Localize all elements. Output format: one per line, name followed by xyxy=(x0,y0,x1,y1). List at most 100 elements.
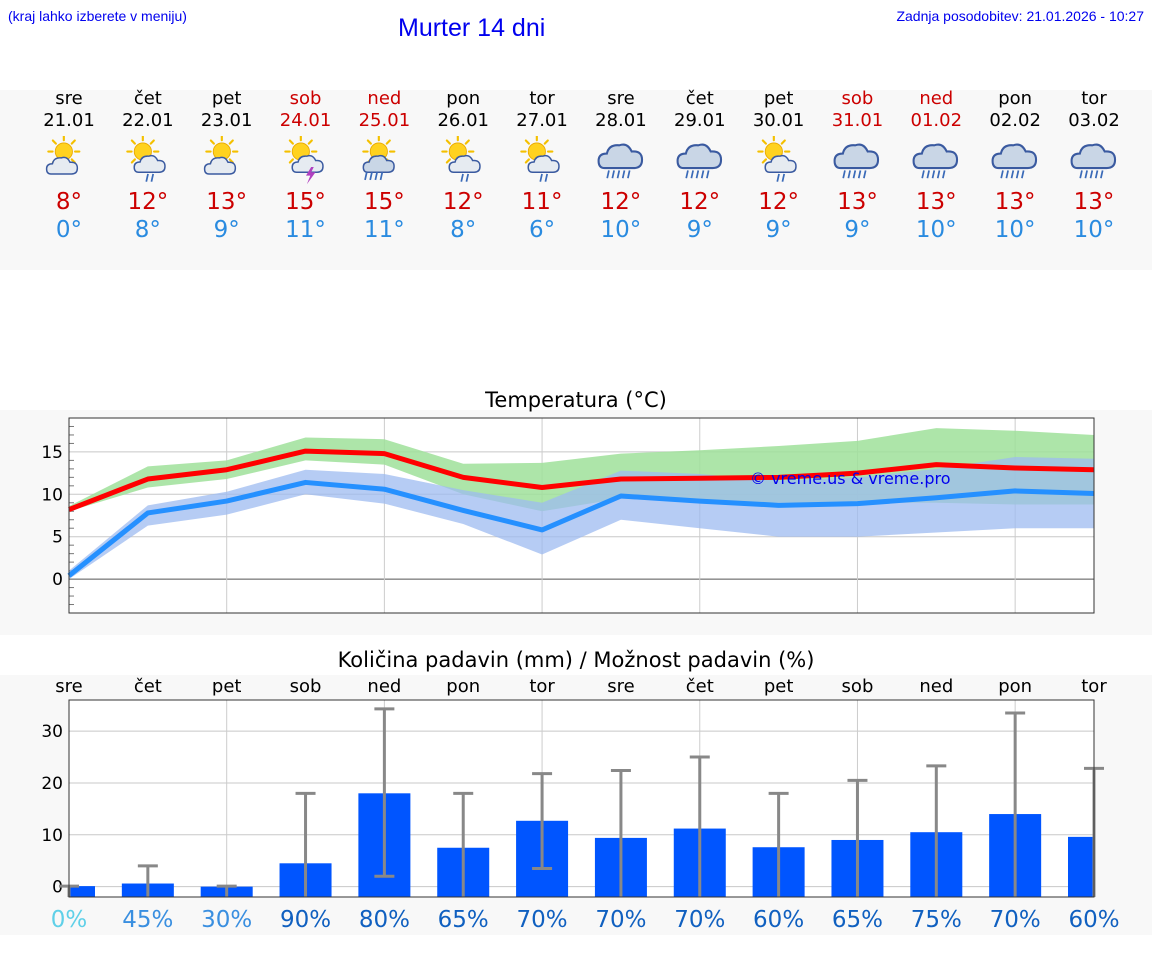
y-tick-label: 0 xyxy=(52,570,63,590)
sun-cloud-thunder-icon xyxy=(283,136,324,185)
temp-max: 15° xyxy=(363,189,405,215)
cloud-icon xyxy=(527,154,560,174)
temp-min: 0° xyxy=(55,217,83,243)
forecast-band xyxy=(0,90,1152,270)
cloud-heavy-rain-icon xyxy=(1070,143,1117,179)
temp-max: 12° xyxy=(442,189,484,215)
precip-probability: 75% xyxy=(911,907,962,933)
page-title: Murter 14 dni xyxy=(398,14,546,42)
day-date: 27.01 xyxy=(516,110,568,131)
day-column: čet 29.01 12° 9° xyxy=(660,88,740,244)
temp-min: 8° xyxy=(134,217,161,243)
day-date: 26.01 xyxy=(437,110,489,131)
x-category-label: ned xyxy=(919,676,953,697)
series-min-band xyxy=(69,457,1094,580)
temperature-chart-title: Temperatura (°C) xyxy=(485,388,667,412)
y-tick-label: 10 xyxy=(41,826,63,846)
cloud-icon xyxy=(362,154,396,174)
sun-cloud-rain-icon xyxy=(441,136,481,182)
watermark: © vreme.us & vreme.pro xyxy=(750,469,951,488)
precip-probability: 60% xyxy=(1068,907,1119,933)
day-name: ned xyxy=(919,88,954,109)
day-date: 02.02 xyxy=(989,110,1041,131)
cloud-icon xyxy=(203,156,236,175)
plot-border xyxy=(68,417,1095,614)
sun-cloud-rain-icon xyxy=(520,136,560,182)
day-date: 23.01 xyxy=(200,110,253,131)
day-date: 22.01 xyxy=(122,110,174,131)
y-tick-label: 0 xyxy=(52,878,63,898)
location-hint-link[interactable]: (kraj lahko izberete v meniju) xyxy=(8,8,187,24)
temp-min: 9° xyxy=(765,217,792,243)
day-name: pet xyxy=(763,88,794,109)
day-column: pet 30.01 12° 9° xyxy=(739,88,819,244)
temp-min: 10° xyxy=(994,217,1036,243)
cloud-icon xyxy=(912,143,959,170)
x-category-label: sob xyxy=(842,676,874,697)
cloud-icon xyxy=(597,143,643,170)
day-date: 21.01 xyxy=(43,110,95,131)
x-category-label: pon xyxy=(446,676,480,697)
temp-min: 9° xyxy=(844,217,871,243)
day-column: ned 25.01 15° 11° xyxy=(344,88,424,244)
temp-min: 9° xyxy=(213,217,240,243)
day-column: pon 26.01 12° 8° xyxy=(423,88,503,244)
last-updated: Zadnja posodobitev: 21.01.2026 - 10:27 xyxy=(896,8,1144,24)
day-column: ned 01.02 13° 10° xyxy=(896,88,976,244)
rain-icon xyxy=(539,173,549,182)
x-category-label: tor xyxy=(529,676,555,697)
precipitation-chart: 0 10 20 30 sre čet pet sob ned pon tor sre čet pet sob… xyxy=(41,676,1119,933)
temp-min: 11° xyxy=(363,217,405,243)
day-name: pet xyxy=(211,88,242,109)
plot-border xyxy=(68,699,1095,898)
day-date: 01.02 xyxy=(910,110,963,131)
temp-min: 8° xyxy=(450,217,477,243)
day-name: pon xyxy=(998,88,1033,109)
temperature-chart: 0 5 10 15 © vreme.us & vreme.pro xyxy=(41,417,1095,614)
cloud-heavy-rain-icon xyxy=(991,143,1038,179)
rain-icon xyxy=(842,170,867,179)
rain-icon xyxy=(364,172,384,181)
day-date: 25.01 xyxy=(358,110,411,131)
precip-probability: 60% xyxy=(753,907,804,933)
day-date: 31.01 xyxy=(831,110,884,131)
rain-icon xyxy=(1000,170,1025,179)
temp-min: 11° xyxy=(285,217,326,243)
precip-probability: 70% xyxy=(674,907,725,933)
cloud-icon xyxy=(764,154,797,174)
day-name: pon xyxy=(446,88,481,109)
cloud-icon xyxy=(45,156,79,175)
series-max-line xyxy=(68,448,1095,512)
day-name: čet xyxy=(685,88,714,109)
day-date: 29.01 xyxy=(674,110,726,131)
y-tick-label: 10 xyxy=(41,485,63,505)
day-column: sre 21.01 8° 0° xyxy=(29,88,109,244)
sun-cloud-rain-icon xyxy=(126,136,166,182)
temp-max: 13° xyxy=(837,189,878,215)
x-category-label: ned xyxy=(367,676,401,697)
temp-max: 15° xyxy=(285,189,326,215)
precip-probability: 0% xyxy=(51,907,88,933)
day-name: tor xyxy=(529,88,555,109)
temp-max: 12° xyxy=(600,189,642,215)
temp-max: 12° xyxy=(758,189,799,215)
x-category-label: sre xyxy=(607,676,634,697)
x-category-label: sob xyxy=(290,676,322,697)
y-tick-label: 5 xyxy=(52,528,63,548)
y-tick-label: 15 xyxy=(41,443,63,463)
series-min-line xyxy=(67,479,1095,578)
day-column: sob 31.01 13° 9° xyxy=(817,88,897,244)
cloud-heavy-rain-icon xyxy=(676,143,722,179)
cloud-icon xyxy=(448,154,481,174)
temp-min: 9° xyxy=(686,217,713,243)
precip-probability: 45% xyxy=(122,907,173,933)
sun-cloud-icon xyxy=(45,136,81,175)
day-name: ned xyxy=(367,88,402,109)
temp-max: 13° xyxy=(915,189,957,215)
day-column: sre 28.01 12° 10° xyxy=(581,88,661,244)
precip-bar xyxy=(69,886,95,897)
day-column: pon 02.02 13° 10° xyxy=(975,88,1055,244)
precip-probability: 80% xyxy=(359,907,410,933)
temp-max: 8° xyxy=(55,189,83,215)
lightning-icon xyxy=(305,167,316,185)
